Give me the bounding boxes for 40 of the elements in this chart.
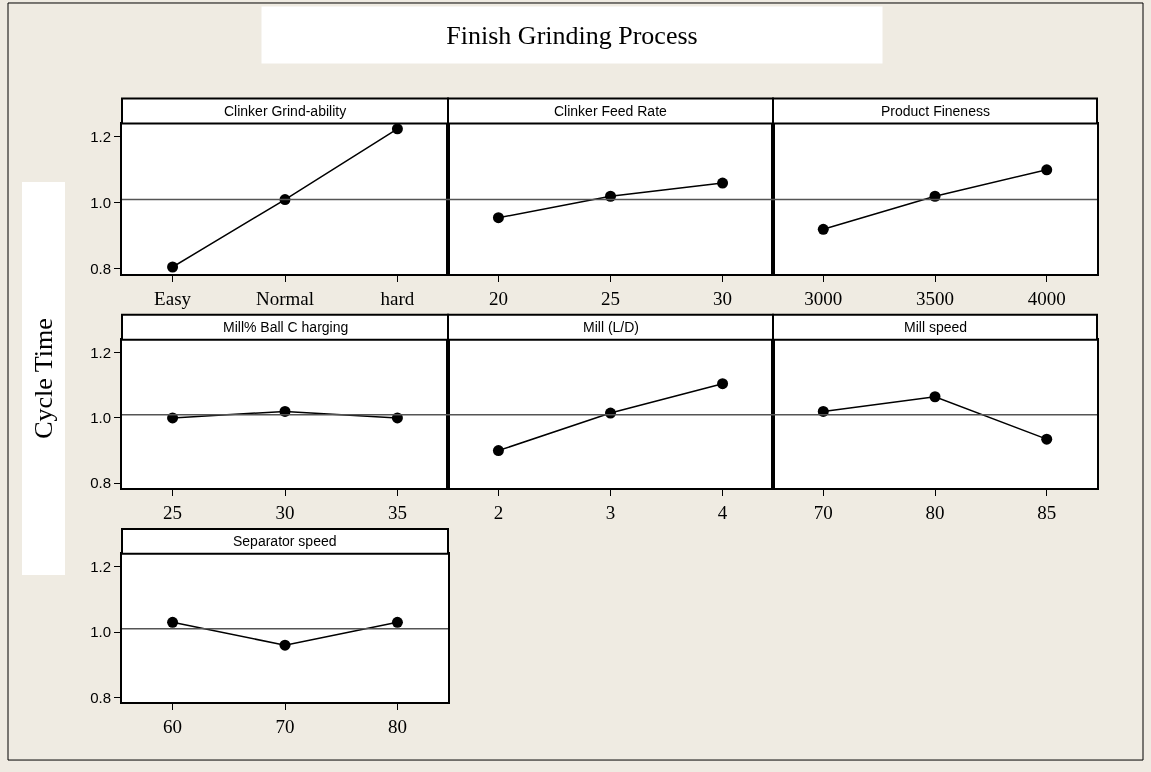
chart-title: Clinker Grind-ability xyxy=(224,103,347,119)
x-tick-label: 4 xyxy=(717,501,728,523)
y-tick-label: 0.8 xyxy=(90,474,111,492)
x-tick-label: 80 xyxy=(925,501,945,523)
x-tick-label: Normal xyxy=(255,287,315,309)
chart-title: Mill (L/D) xyxy=(583,319,639,335)
x-tick-label: 85 xyxy=(1037,501,1057,523)
x-tick-label: 80 xyxy=(387,716,407,738)
x-tick-label: 20 xyxy=(488,287,508,309)
x-tick-label: 25 xyxy=(163,501,183,523)
y-tick-label: 1.0 xyxy=(90,409,111,427)
y-tick-label: 1.2 xyxy=(90,343,111,361)
chart-title: Clinker Feed Rate xyxy=(554,103,668,119)
x-tick-label: hard xyxy=(380,287,415,309)
x-tick-label: 2 xyxy=(493,501,504,523)
chart-title: Product Fineness xyxy=(881,103,990,119)
chart-title: Mill% Ball C harging xyxy=(223,319,349,335)
x-tick-label: 35 xyxy=(387,501,407,523)
y-axis-title: Cycle Time xyxy=(28,318,58,439)
y-tick-label: 0.8 xyxy=(90,688,111,706)
x-tick-label: Easy xyxy=(154,287,192,309)
y-tick-label: 0.8 xyxy=(90,260,111,278)
x-tick-label: 3500 xyxy=(916,287,954,309)
y-tick-label: 1.0 xyxy=(90,194,111,212)
point xyxy=(167,261,179,273)
x-tick-label: 3 xyxy=(605,501,616,523)
x-tick-label: 3000 xyxy=(804,287,843,309)
y-tick-label: 1.2 xyxy=(90,558,111,576)
x-tick-label: 70 xyxy=(275,716,295,738)
x-tick-label: 60 xyxy=(163,716,183,738)
text: Finish Grinding Process xyxy=(446,20,698,50)
x-tick-label: 70 xyxy=(813,501,833,523)
chart-title: Separator speed xyxy=(233,533,337,549)
x-tick-label: 30 xyxy=(275,501,295,523)
y-tick-label: 1.0 xyxy=(90,623,111,641)
x-tick-label: 25 xyxy=(601,287,620,309)
x-tick-label: 30 xyxy=(713,287,733,309)
y-tick-label: 1.2 xyxy=(90,127,111,145)
chart-title: Mill speed xyxy=(904,319,968,335)
x-tick-label: 4000 xyxy=(1027,287,1066,309)
